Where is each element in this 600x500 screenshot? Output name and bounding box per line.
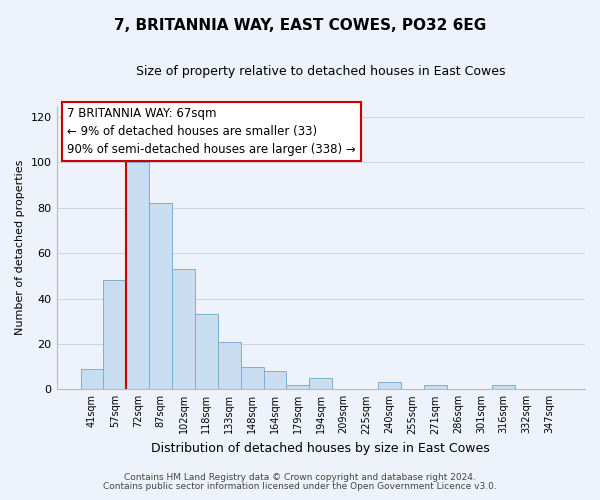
- Bar: [424, 385, 446, 390]
- Bar: [378, 382, 401, 390]
- Bar: [218, 342, 241, 390]
- Bar: [172, 269, 195, 390]
- Bar: [149, 203, 172, 390]
- Bar: [127, 162, 149, 390]
- Text: 7 BRITANNIA WAY: 67sqm
← 9% of detached houses are smaller (33)
90% of semi-deta: 7 BRITANNIA WAY: 67sqm ← 9% of detached …: [67, 107, 356, 156]
- Bar: [310, 378, 332, 390]
- Title: Size of property relative to detached houses in East Cowes: Size of property relative to detached ho…: [136, 65, 506, 78]
- Bar: [241, 366, 263, 390]
- Bar: [103, 280, 127, 390]
- Y-axis label: Number of detached properties: Number of detached properties: [15, 160, 25, 335]
- Text: 7, BRITANNIA WAY, EAST COWES, PO32 6EG: 7, BRITANNIA WAY, EAST COWES, PO32 6EG: [114, 18, 486, 32]
- Bar: [195, 314, 218, 390]
- Bar: [493, 385, 515, 390]
- Text: Contains public sector information licensed under the Open Government Licence v3: Contains public sector information licen…: [103, 482, 497, 491]
- Bar: [263, 371, 286, 390]
- Text: Contains HM Land Registry data © Crown copyright and database right 2024.: Contains HM Land Registry data © Crown c…: [124, 474, 476, 482]
- X-axis label: Distribution of detached houses by size in East Cowes: Distribution of detached houses by size …: [151, 442, 490, 455]
- Bar: [80, 369, 103, 390]
- Bar: [286, 385, 310, 390]
